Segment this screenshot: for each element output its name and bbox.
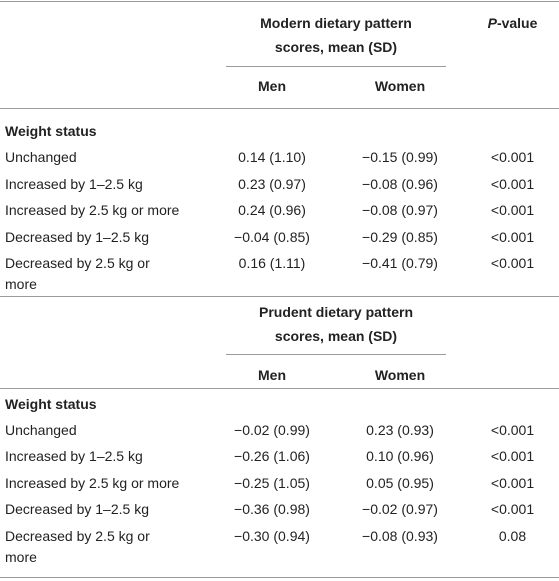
row-label: Increased by 2.5 kg or more (5, 202, 180, 218)
row-label-line1: Decreased by 2.5 kg or (5, 255, 150, 271)
row-pvalue: <0.001 (490, 202, 535, 218)
table-top-rule (0, 1, 559, 2)
row-men: −0.25 (1.05) (234, 475, 310, 491)
modern-col-men: Men (258, 78, 286, 94)
row-label-line2: more (5, 549, 37, 565)
row-pvalue: <0.001 (490, 422, 535, 438)
row-women: 0.23 (0.93) (366, 422, 434, 438)
row-label: Unchanged (5, 422, 77, 438)
prudent-group-header-line1: Prudent dietary pattern (258, 304, 414, 320)
modern-col-women: Women (374, 78, 426, 94)
row-women: −0.15 (0.99) (362, 149, 438, 165)
row-label: Decreased by 1–2.5 kg (5, 501, 149, 517)
row-pvalue: 0.08 (498, 528, 527, 544)
modern-group-header-line1: Modern dietary pattern (260, 15, 412, 31)
modern-group-underline (226, 66, 446, 67)
pvalue-header-italic: P (487, 15, 497, 31)
row-women: −0.29 (0.85) (362, 229, 438, 245)
row-label: Increased by 1–2.5 kg (5, 176, 143, 192)
row-label-line2: more (5, 276, 37, 292)
row-pvalue: <0.001 (490, 475, 535, 491)
row-men: −0.36 (0.98) (234, 501, 310, 517)
row-label: Increased by 2.5 kg or more (5, 475, 180, 491)
prudent-col-men: Men (258, 367, 286, 383)
row-men: 0.24 (0.96) (238, 202, 306, 218)
modern-group-header-line2: scores, mean (SD) (274, 39, 398, 55)
row-women: −0.41 (0.79) (362, 255, 438, 271)
row-men: −0.04 (0.85) (234, 229, 310, 245)
row-label: Increased by 1–2.5 kg (5, 448, 143, 464)
row-men: −0.26 (1.06) (234, 448, 310, 464)
row-men: −0.30 (0.94) (234, 528, 310, 544)
section-divider-rule (0, 296, 559, 297)
prudent-group-underline (226, 354, 446, 355)
row-women: −0.02 (0.97) (362, 501, 438, 517)
row-label-line1: Decreased by 2.5 kg or (5, 528, 150, 544)
prudent-group-header-line2: scores, mean (SD) (274, 328, 398, 344)
row-pvalue: <0.001 (490, 229, 535, 245)
row-women: −0.08 (0.93) (362, 528, 438, 544)
row-women: −0.08 (0.96) (362, 176, 438, 192)
row-women: 0.05 (0.95) (366, 475, 434, 491)
row-pvalue: <0.001 (490, 255, 535, 271)
row-pvalue: <0.001 (490, 501, 535, 517)
modern-category-label: Weight status (5, 123, 97, 139)
prudent-col-women: Women (374, 367, 426, 383)
prudent-header-rule (0, 388, 559, 389)
modern-header-rule (0, 108, 559, 109)
row-men: 0.23 (0.97) (238, 176, 306, 192)
row-pvalue: <0.001 (490, 149, 535, 165)
row-women: 0.10 (0.96) (366, 448, 434, 464)
row-label: Decreased by 1–2.5 kg (5, 229, 149, 245)
table-bottom-rule (0, 577, 559, 578)
row-pvalue: <0.001 (490, 448, 535, 464)
row-men: −0.02 (0.99) (234, 422, 310, 438)
row-men: 0.14 (1.10) (238, 149, 306, 165)
row-men: 0.16 (1.11) (238, 255, 306, 271)
row-label: Unchanged (5, 149, 77, 165)
prudent-category-label: Weight status (5, 396, 97, 412)
pvalue-header: P-value (470, 15, 555, 31)
pvalue-header-rest: -value (496, 15, 538, 31)
row-pvalue: <0.001 (490, 176, 535, 192)
row-women: −0.08 (0.97) (362, 202, 438, 218)
